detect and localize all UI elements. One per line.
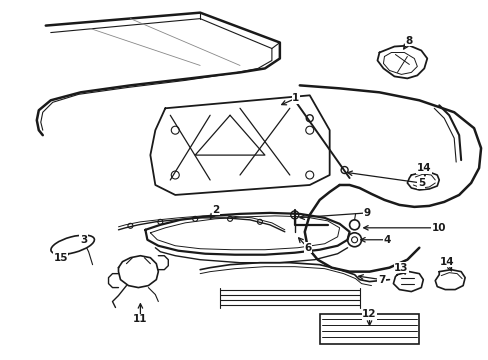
Text: 11: 11 xyxy=(133,314,147,324)
Text: 12: 12 xyxy=(362,310,376,319)
Text: 15: 15 xyxy=(53,253,68,263)
Text: 14: 14 xyxy=(439,257,454,267)
Text: 9: 9 xyxy=(363,208,370,218)
Text: 5: 5 xyxy=(417,178,424,188)
Text: 3: 3 xyxy=(80,235,87,245)
Text: 2: 2 xyxy=(212,205,219,215)
Text: 8: 8 xyxy=(405,36,412,46)
Text: 10: 10 xyxy=(431,223,446,233)
Text: 1: 1 xyxy=(291,93,299,103)
Text: 13: 13 xyxy=(393,263,408,273)
Bar xyxy=(319,315,419,345)
Text: 7: 7 xyxy=(377,275,385,285)
Text: 14: 14 xyxy=(416,163,431,173)
Text: 4: 4 xyxy=(383,235,390,245)
Ellipse shape xyxy=(51,235,94,255)
Text: 6: 6 xyxy=(304,243,311,253)
